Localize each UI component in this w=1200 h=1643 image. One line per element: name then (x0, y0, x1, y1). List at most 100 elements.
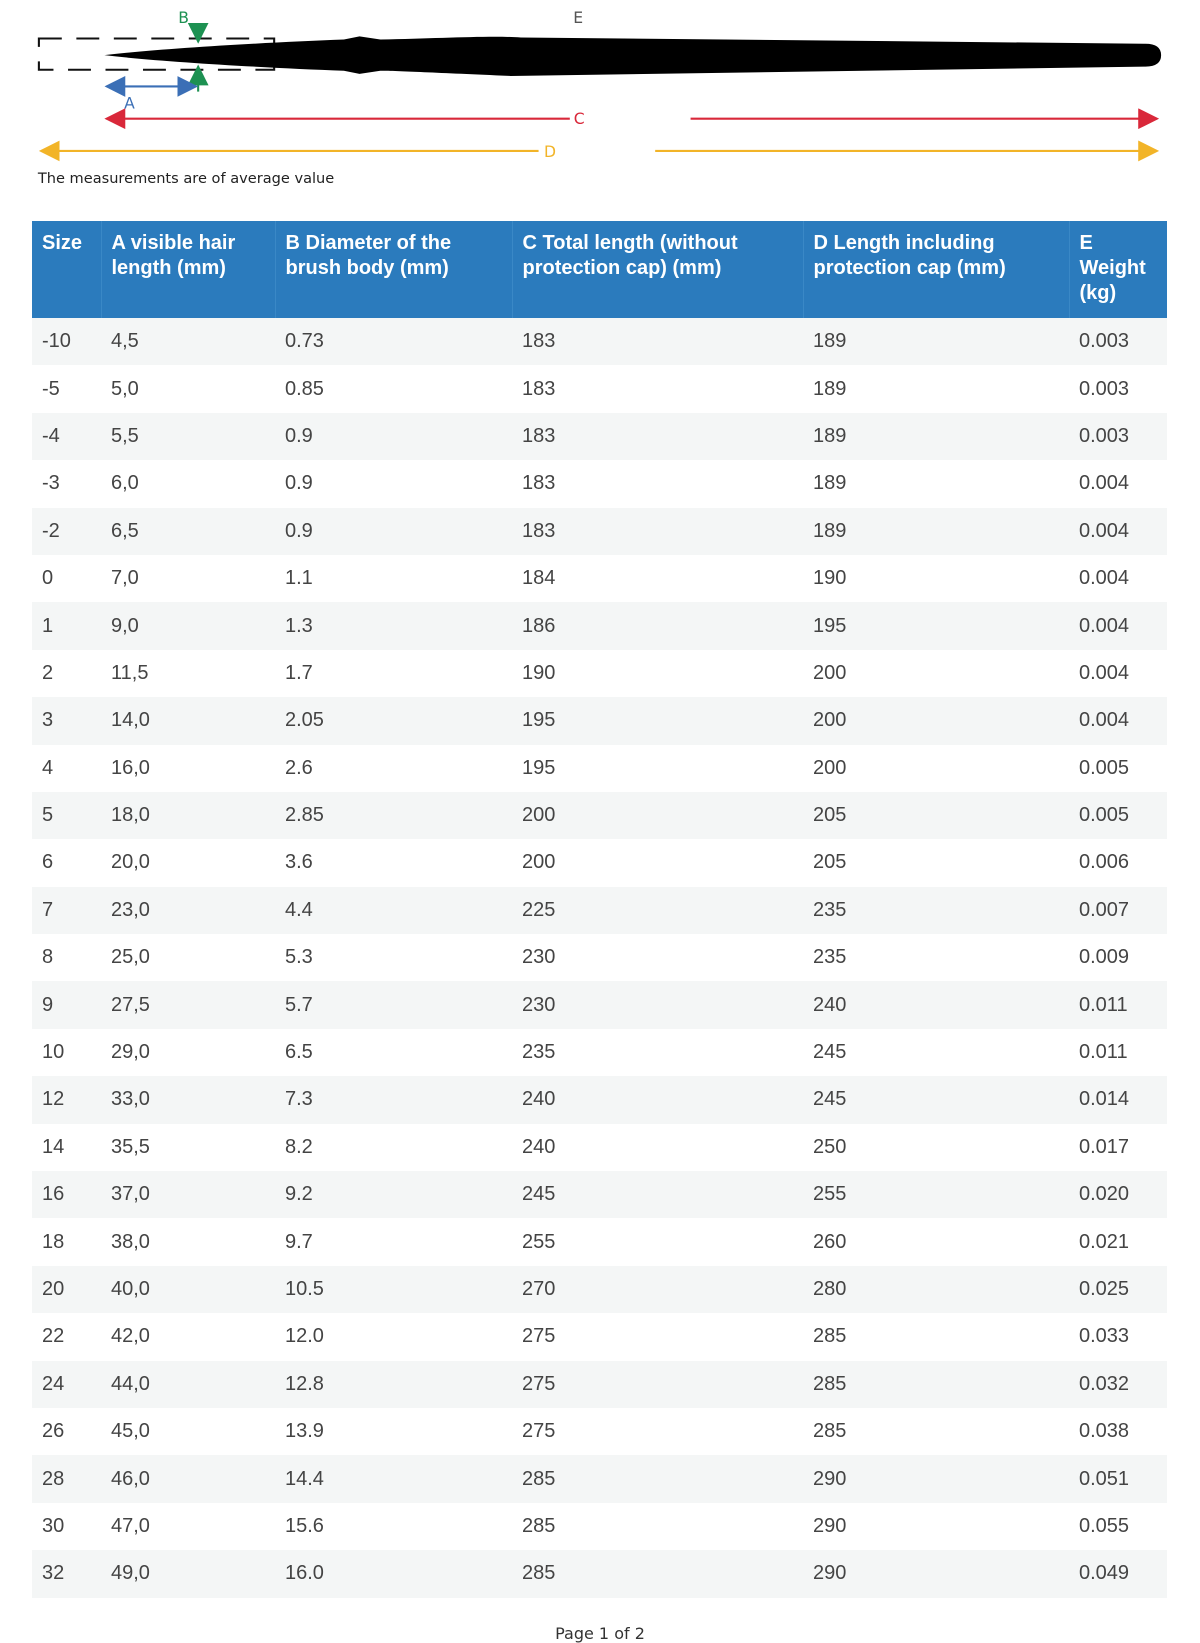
header-cell: Size (32, 221, 101, 318)
table-cell: 2.6 (285, 756, 313, 779)
table-cell: 230 (522, 946, 556, 969)
table-cell: 270 (512, 1265, 803, 1314)
table-row: 4 16,0 2.6 195 200 0.005 (32, 745, 1167, 792)
table-cell: 15.6 (285, 1514, 324, 1537)
table-cell: 189 (803, 412, 1069, 461)
table-cell: 186 (512, 602, 803, 650)
table-row: 20 40,0 10.5 270 280 0.025 (32, 1265, 1167, 1314)
table-cell: 9.7 (285, 1230, 313, 1253)
table-cell: 30 (42, 1514, 65, 1537)
table-cell: 290 (813, 1514, 847, 1537)
table-cell: 2 (42, 661, 54, 684)
brush-diagram: B A C D E The measurements are of averag… (37, 9, 1162, 187)
table-cell: 4,5 (101, 318, 275, 366)
table-cell: 20,0 (111, 851, 150, 874)
table-row: 22 42,0 12.0 275 285 0.033 (32, 1313, 1167, 1360)
table-cell: 0.004 (1069, 697, 1167, 745)
table-cell: 190 (522, 661, 556, 684)
table-cell: 0.003 (1069, 412, 1167, 461)
table-row: 2 11,5 1.7 190 200 0.004 (32, 650, 1167, 697)
label-b: B (178, 9, 189, 27)
table-cell: 0.9 (275, 507, 512, 555)
header-row: Size A visible hair length (mm) B Diameter… (32, 221, 1167, 318)
table-cell: 189 (813, 472, 847, 495)
table-cell: 44,0 (101, 1360, 275, 1408)
table-row: 18 38,0 9.7 255 260 0.021 (32, 1218, 1167, 1265)
table-cell: 200 (522, 851, 556, 874)
table-cell: 13.9 (285, 1420, 324, 1443)
table-cell: 290 (803, 1455, 1069, 1503)
table-cell: 183 (512, 507, 803, 555)
table-cell: 46,0 (101, 1455, 275, 1503)
label-a: A (124, 94, 135, 112)
table-cell: 245 (813, 1041, 847, 1064)
spec-table: Size A visible hair length (mm) B Diameter… (32, 221, 1167, 1598)
table-cell: 0.006 (1079, 851, 1130, 874)
table-cell: 0.011 (1069, 981, 1167, 1029)
table-cell: 40,0 (101, 1265, 275, 1314)
table-cell: 10 (42, 1041, 65, 1064)
table-cell: 25,0 (111, 946, 150, 969)
table-cell: 6,5 (101, 507, 275, 555)
table-cell: 200 (813, 661, 847, 684)
table-cell: -3 (42, 472, 60, 495)
table-cell: 0.004 (1069, 507, 1167, 555)
table-cell: 285 (512, 1455, 803, 1503)
table-cell: 0.021 (1079, 1230, 1130, 1253)
brush (104, 36, 1162, 76)
table-cell: 250 (813, 1135, 847, 1158)
table-row: 24 44,0 12.8 275 285 0.032 (32, 1360, 1167, 1408)
table-cell: 32 (32, 1550, 101, 1598)
table-cell: 0.005 (1069, 791, 1167, 840)
table-cell: 0.005 (1079, 756, 1130, 779)
table-row: 10 29,0 6.5 235 245 0.011 (32, 1029, 1167, 1076)
page-footer: Page 1 of 2 (555, 1624, 645, 1643)
table-cell: 24 (32, 1360, 101, 1408)
table-cell: 35,5 (111, 1135, 150, 1158)
table-cell: 240 (522, 1135, 556, 1158)
table-cell: 7.3 (275, 1076, 512, 1124)
table-cell: 28 (32, 1455, 101, 1503)
table-row: 9 27,5 5.7 230 240 0.011 (32, 981, 1167, 1029)
table-cell: 2.05 (275, 697, 512, 745)
table-cell: 183 (512, 318, 803, 366)
table-cell: 240 (803, 981, 1069, 1029)
table-cell: 285 (803, 1360, 1069, 1408)
table-cell: 1.7 (285, 661, 313, 684)
table-cell: 4 (42, 756, 54, 779)
table-cell: 0.9 (285, 472, 313, 495)
table-cell: 16,0 (111, 756, 150, 779)
table-cell: 290 (803, 1550, 1069, 1598)
table-cell: 37,0 (101, 1171, 275, 1219)
table-cell: 0.004 (1079, 661, 1130, 684)
table-cell: 183 (512, 412, 803, 461)
table-cell: 16 (32, 1171, 101, 1219)
table-row: 3 14,0 2.05 195 200 0.004 (32, 697, 1167, 745)
table-cell: 0.004 (1079, 567, 1130, 590)
table-cell: 1.1 (285, 567, 313, 590)
table-cell: 42,0 (111, 1325, 150, 1348)
table-cell: 200 (512, 791, 803, 840)
table-cell: 26 (42, 1420, 65, 1443)
table-cell: 33,0 (101, 1076, 275, 1124)
table-row: -10 4,5 0.73 183 189 0.003 (32, 318, 1167, 366)
table-row: 16 37,0 9.2 245 255 0.020 (32, 1171, 1167, 1219)
table-cell: 200 (813, 756, 847, 779)
table-cell: 280 (803, 1265, 1069, 1314)
table-cell: 45,0 (111, 1420, 150, 1443)
table-row: 26 45,0 13.9 275 285 0.038 (32, 1408, 1167, 1455)
table-cell: 0.032 (1069, 1360, 1167, 1408)
table-cell: 190 (813, 567, 847, 590)
table-cell: 5,0 (111, 377, 139, 400)
label-c: C (574, 110, 585, 128)
table-cell: -4 (32, 412, 101, 461)
table-cell: 0.014 (1069, 1076, 1167, 1124)
table-cell: 3 (32, 697, 101, 745)
table-cell: 47,0 (111, 1514, 150, 1537)
table-cell: 200 (803, 697, 1069, 745)
table-cell: 0.85 (285, 377, 324, 400)
table-cell: 6 (42, 851, 54, 874)
table-cell: 8.2 (285, 1135, 313, 1158)
label-d: D (544, 143, 556, 161)
